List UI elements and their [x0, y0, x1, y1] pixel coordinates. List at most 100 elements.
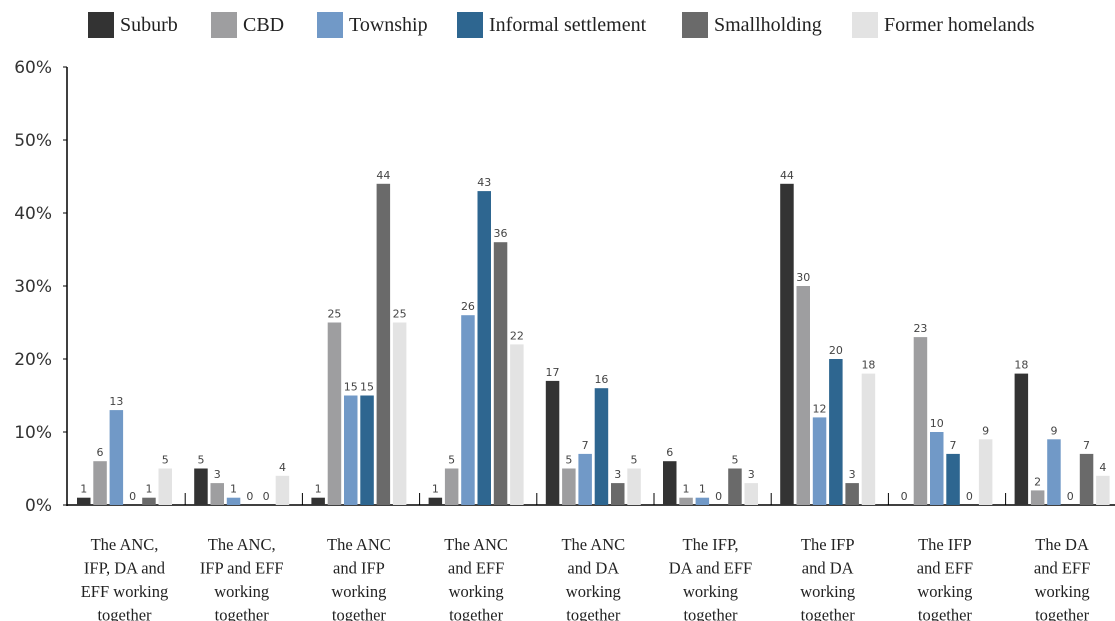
bar-former-homelands: [510, 344, 524, 505]
bar-value-label: 25: [327, 308, 341, 321]
bar-value-label: 3: [849, 468, 856, 481]
y-tick-label: 40%: [14, 204, 52, 224]
bar-value-label: 5: [448, 454, 455, 467]
bar-cbd: [562, 468, 576, 505]
bar-former-homelands: [978, 439, 993, 505]
legend-label: Suburb: [120, 13, 178, 36]
bar-suburb: [1014, 373, 1029, 505]
bar-township: [461, 315, 475, 505]
bar-value-label: 6: [666, 446, 673, 459]
bar-informal-settlement: [946, 453, 960, 505]
y-tick-label: 10%: [14, 423, 52, 443]
bar-value-label: 10: [930, 417, 944, 430]
bar-cbd: [93, 461, 107, 505]
bar-township: [930, 432, 944, 505]
bar-value-label: 1: [230, 483, 237, 496]
bar-suburb: [194, 468, 208, 505]
bar-informal-settlement: [360, 395, 374, 505]
x-category-label: The ANC, IFP, DA and EFF working together: [81, 535, 169, 621]
x-category-label: The IFP and EFF working together: [917, 535, 973, 621]
bar-value-label: 1: [145, 483, 152, 496]
y-tick-label: 60%: [14, 58, 52, 78]
x-category-label: The ANC and EFF working together: [444, 535, 508, 621]
bar-suburb: [428, 497, 443, 505]
bar-cbd: [444, 468, 459, 505]
bar-value-label: 0: [966, 490, 973, 503]
legend-swatch: [88, 12, 114, 38]
bar-value-label: 43: [477, 176, 491, 189]
bar-former-homelands: [627, 468, 641, 505]
bar-value-label: 44: [780, 169, 794, 182]
legend-item-former-homelands: Former homelands: [852, 8, 1035, 42]
bar-cbd: [327, 322, 342, 505]
legend-item-informal-settlement: Informal settlement: [457, 8, 646, 42]
bar-smallholding: [376, 183, 391, 506]
bar-former-homelands: [861, 373, 876, 505]
bar-value-label: 1: [80, 483, 87, 496]
bar-smallholding: [728, 468, 742, 505]
bar-smallholding: [845, 483, 859, 505]
legend-item-smallholding: Smallholding: [682, 8, 822, 42]
bar-smallholding: [493, 242, 508, 505]
bar-informal-settlement: [477, 191, 491, 505]
bar-value-label: 0: [901, 490, 908, 503]
bar-value-label: 3: [614, 468, 621, 481]
legend-item-township: Township: [317, 8, 428, 42]
bar-value-label: 16: [594, 373, 608, 386]
bar-value-label: 0: [263, 490, 270, 503]
bar-suburb: [780, 183, 794, 506]
bar-value-label: 30: [796, 271, 810, 284]
bar-value-label: 7: [1083, 439, 1090, 452]
legend-item-cbd: CBD: [211, 8, 284, 42]
bar-former-homelands: [1096, 475, 1110, 505]
bar-value-label: 1: [315, 483, 322, 496]
bar-value-label: 23: [913, 322, 927, 335]
bar-value-label: 20: [829, 344, 843, 357]
legend-label: Informal settlement: [489, 13, 647, 36]
bar-township: [695, 497, 710, 505]
legend: Suburb CBD Township Informal settlement Smal…: [0, 8, 1115, 42]
bar-cbd: [796, 286, 810, 505]
bar-suburb: [311, 497, 325, 505]
legend-swatch: [317, 12, 343, 38]
x-category-label: The DA and EFF working together: [1034, 535, 1090, 621]
bar-value-label: 5: [162, 454, 169, 467]
legend-item-suburb: Suburb: [88, 8, 178, 42]
bar-cbd: [210, 483, 224, 505]
legend-swatch: [457, 12, 483, 38]
legend-swatch: [852, 12, 878, 38]
legend-label: Smallholding: [714, 13, 822, 36]
bar-value-label: 15: [360, 381, 374, 394]
bar-value-label: 0: [129, 490, 136, 503]
bar-value-label: 1: [432, 483, 439, 496]
bar-value-label: 13: [109, 395, 123, 408]
legend-swatch: [682, 12, 708, 38]
bar-value-label: 44: [376, 169, 390, 182]
bar-value-label: 5: [731, 454, 738, 467]
bar-value-label: 7: [950, 439, 957, 452]
x-category-label: The IFP, DA and EFF working together: [669, 535, 752, 621]
y-tick-label: 30%: [14, 277, 52, 297]
y-tick-label: 50%: [14, 131, 52, 151]
bar-suburb: [77, 497, 91, 505]
bar-township: [226, 497, 241, 505]
bar-value-label: 2: [1034, 475, 1041, 488]
bar-value-label: 9: [1050, 424, 1057, 437]
bar-value-label: 7: [582, 439, 589, 452]
bar-value-label: 0: [1067, 490, 1074, 503]
bar-smallholding: [142, 497, 156, 505]
bar-township: [1047, 439, 1061, 505]
bar-value-label: 18: [861, 359, 875, 372]
bar-value-label: 26: [461, 300, 475, 313]
bar-value-label: 15: [344, 381, 358, 394]
bar-informal-settlement: [594, 388, 609, 505]
bar-township: [109, 410, 124, 505]
bar-smallholding: [611, 483, 625, 505]
x-category-label: The IFP and DA working together: [800, 535, 855, 621]
bar-value-label: 0: [246, 490, 253, 503]
bar-value-label: 22: [510, 329, 524, 342]
bar-cbd: [913, 337, 928, 505]
bar-value-label: 36: [494, 227, 508, 240]
x-category-label: The ANC and IFP working together: [327, 535, 391, 621]
bar-suburb: [545, 380, 560, 505]
